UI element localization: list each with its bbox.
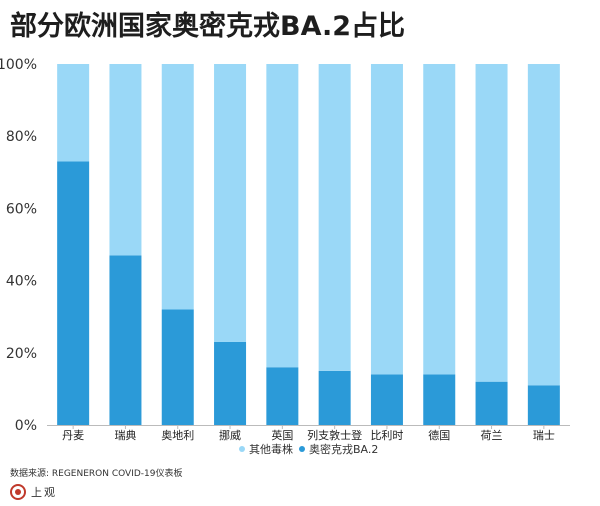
bar-other	[318, 64, 351, 371]
logo-icon	[10, 484, 26, 500]
bar-other	[423, 64, 456, 375]
category-label: 奥地利	[161, 428, 194, 442]
category-label: 瑞典	[114, 428, 136, 442]
category-label: 英国	[271, 428, 293, 442]
category-label: 瑞士	[533, 428, 555, 442]
legend-marker	[239, 446, 245, 452]
bar-ba2	[423, 374, 456, 425]
bar-other	[266, 64, 299, 368]
legend-label: 其他毒株	[249, 442, 293, 456]
logo-text: 上观	[31, 486, 57, 499]
publisher-logo: 上观	[10, 481, 120, 503]
y-tick-label: 100%	[0, 57, 37, 73]
bar-ba2	[527, 385, 560, 425]
bar-ba2	[161, 309, 194, 425]
bar-ba2	[57, 161, 90, 425]
y-tick-label: 40%	[6, 274, 37, 290]
data-source-note: 数据来源: REGENERON COVID-19仪表板	[10, 469, 183, 479]
y-tick-label: 20%	[6, 346, 37, 362]
bar-ba2	[318, 370, 351, 425]
category-label: 比利时	[370, 429, 403, 442]
y-tick-label: 0%	[15, 418, 37, 434]
category-label: 列支敦士登	[307, 428, 362, 442]
bar-ba2	[475, 381, 508, 425]
bar-ba2	[109, 255, 142, 425]
bar-other	[370, 64, 403, 375]
bar-ba2	[214, 341, 247, 425]
bar-other	[161, 64, 194, 310]
bar-other	[214, 64, 247, 342]
category-label: 挪威	[219, 428, 241, 442]
bar-other	[57, 64, 90, 162]
category-label: 丹麦	[62, 429, 84, 442]
bar-ba2	[370, 374, 403, 425]
category-label: 荷兰	[481, 429, 503, 442]
bar-ba2	[266, 367, 299, 425]
y-tick-label: 60%	[6, 201, 37, 217]
category-label: 德国	[428, 428, 450, 442]
legend-marker	[299, 446, 305, 452]
chart-title: 部分欧洲国家奥密克戎BA.2占比	[10, 11, 406, 42]
legend-label: 奥密克戎BA.2	[309, 442, 378, 456]
y-tick-label: 80%	[6, 129, 37, 145]
bar-other	[475, 64, 508, 382]
bar-other	[109, 64, 142, 256]
bar-other	[527, 64, 560, 386]
